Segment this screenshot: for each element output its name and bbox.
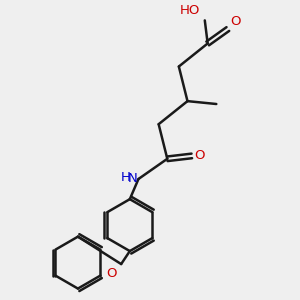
- Text: O: O: [195, 149, 205, 162]
- Text: O: O: [106, 267, 117, 280]
- Text: H: H: [121, 171, 130, 184]
- Text: N: N: [127, 172, 137, 185]
- Text: O: O: [230, 15, 241, 28]
- Text: HO: HO: [180, 4, 200, 17]
